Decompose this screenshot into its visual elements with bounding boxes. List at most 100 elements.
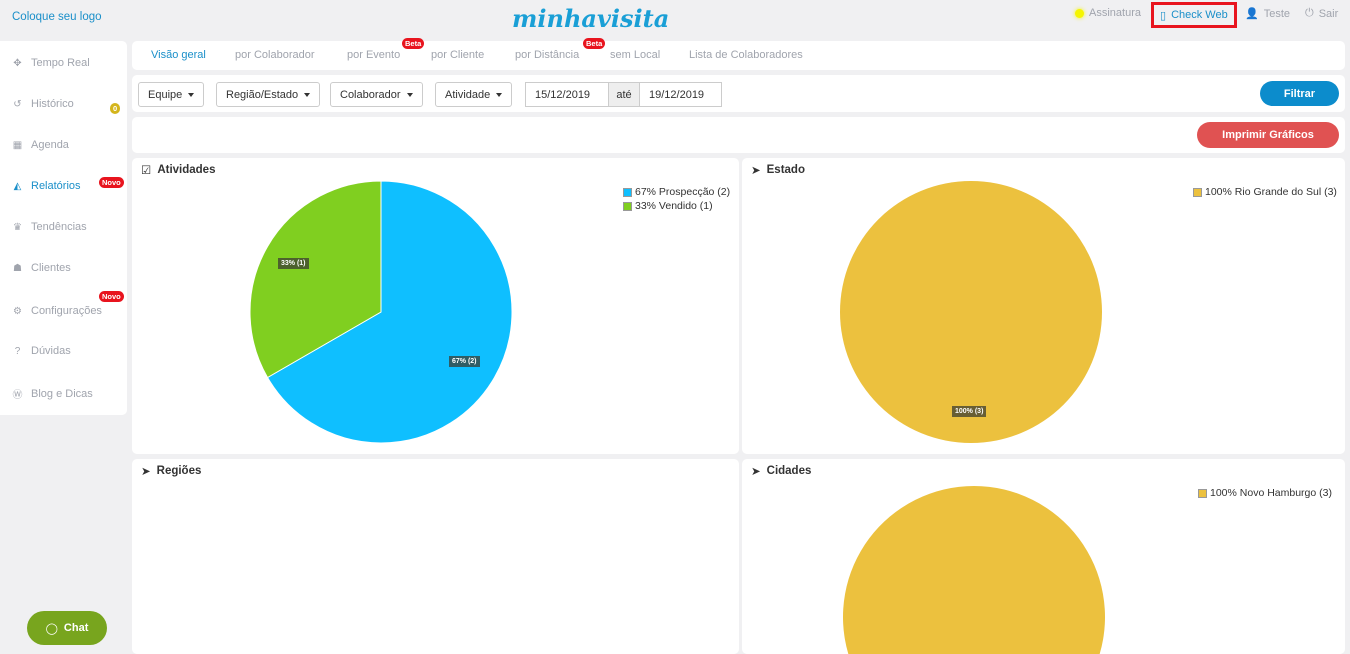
activity-dropdown[interactable]: Atividade xyxy=(435,82,513,107)
title-text: Estado xyxy=(766,164,805,176)
legend-label: 33% Vendido (1) xyxy=(635,200,713,212)
print-charts-button[interactable]: Imprimir Gráficos xyxy=(1197,122,1339,148)
sidebar-item-blog[interactable]: Ⓦ Blog e Dicas xyxy=(12,386,93,402)
beta-badge: Beta xyxy=(402,38,425,49)
checkbox-icon: ☑ xyxy=(141,165,152,177)
legend-item[interactable]: 100% Novo Hamburgo (3) xyxy=(1198,486,1332,500)
date-from-input[interactable]: 15/12/2019 xyxy=(535,88,591,101)
sidebar-item-duvidas[interactable]: ? Dúvidas xyxy=(12,345,71,357)
logout-link[interactable]: ⏻ Sair xyxy=(1305,7,1338,20)
caret-down-icon xyxy=(188,92,195,97)
state-pie xyxy=(840,181,1102,443)
check-web-link[interactable]: ▯ Check Web xyxy=(1151,2,1237,28)
title-text: Atividades xyxy=(157,164,216,176)
history-count-badge: 0 xyxy=(110,103,121,114)
date-separator: até xyxy=(608,83,640,106)
date-range: 15/12/2019 até 19/12/2019 xyxy=(525,82,722,107)
tab-por-colaborador[interactable]: por Colaborador xyxy=(235,49,315,61)
question-icon: ? xyxy=(14,345,21,357)
data-label: 100% (3) xyxy=(952,406,987,417)
regions-chart-panel: ➤ Regiões xyxy=(132,459,739,654)
sidebar-item-label: Clientes xyxy=(31,262,71,274)
legend-item[interactable]: 67% Prospecção (2) xyxy=(623,185,730,199)
team-label: Equipe xyxy=(148,88,183,101)
sidebar-item-label: Histórico xyxy=(31,98,74,110)
sidebar-item-label: Relatórios xyxy=(31,180,81,192)
tab-por-evento[interactable]: por Evento xyxy=(347,49,401,61)
mobile-icon: ▯ xyxy=(1160,9,1167,22)
activities-pie xyxy=(249,180,513,444)
filter-bar: Equipe Região/Estado Colaborador Ativida… xyxy=(132,75,1345,112)
region-dropdown[interactable]: Região/Estado xyxy=(216,82,321,107)
legend-item[interactable]: 100% Rio Grande do Sul (3) xyxy=(1193,185,1337,199)
report-tabs: Visão geral por Colaborador por Evento B… xyxy=(132,38,1345,70)
brand-logo: minhavisita xyxy=(512,4,670,33)
state-chart-panel: ➤ Estado 100% (3) 100% Rio Grande do Sul … xyxy=(742,158,1345,454)
title-text: Regiões xyxy=(156,465,202,477)
print-bar: Imprimir Gráficos xyxy=(132,117,1345,153)
user-link[interactable]: 👤 Teste xyxy=(1245,7,1290,21)
legend: 67% Prospecção (2) 33% Vendido (1) xyxy=(623,185,730,213)
pie-slice[interactable] xyxy=(266,180,513,444)
trophy-icon: ♛ xyxy=(13,221,22,233)
pie-slice[interactable] xyxy=(840,181,1102,443)
region-label: Região/Estado xyxy=(226,88,299,101)
pie-slice[interactable] xyxy=(249,180,382,379)
legend: 100% Novo Hamburgo (3) xyxy=(1198,486,1332,500)
location-arrow-icon: ➤ xyxy=(751,165,761,177)
tab-sem-local[interactable]: sem Local xyxy=(610,49,661,61)
sidebar-item-historico[interactable]: ↺ Histórico xyxy=(12,98,74,110)
sidebar-item-label: Tendências xyxy=(31,221,87,233)
new-badge: Novo xyxy=(99,291,124,302)
sidebar-item-agenda[interactable]: ▦ Agenda xyxy=(12,139,69,151)
legend-label: 100% Rio Grande do Sul (3) xyxy=(1205,186,1337,198)
caret-down-icon xyxy=(496,92,503,97)
data-label: 67% (2) xyxy=(449,356,480,367)
logo-placeholder[interactable]: Coloque seu logo xyxy=(12,11,102,23)
filter-button[interactable]: Filtrar xyxy=(1260,81,1339,106)
new-badge: Novo xyxy=(99,177,124,188)
panel-title: ☑ Atividades xyxy=(141,163,215,177)
sidebar-item-label: Dúvidas xyxy=(31,345,71,357)
collaborator-label: Colaborador xyxy=(340,88,401,101)
team-dropdown[interactable]: Equipe xyxy=(138,82,205,107)
cities-chart-panel: ➤ Cidades 100% Novo Hamburgo (3) xyxy=(742,459,1345,654)
legend-item[interactable]: 33% Vendido (1) xyxy=(623,199,730,213)
panel-title: ➤ Cidades xyxy=(751,464,811,478)
tab-visao-geral[interactable]: Visão geral xyxy=(151,49,206,61)
tab-por-distancia[interactable]: por Distância xyxy=(515,49,580,61)
calendar-icon: ▦ xyxy=(12,139,23,151)
collaborator-dropdown[interactable]: Colaborador xyxy=(330,82,423,107)
cogs-icon: ⚙ xyxy=(13,305,22,317)
sidebar-item-label: Blog e Dicas xyxy=(31,387,93,400)
user-label: Teste xyxy=(1263,7,1290,20)
sidebar-item-tempo-real[interactable]: ✥ Tempo Real xyxy=(12,57,89,69)
legend-label: 67% Prospecção (2) xyxy=(635,186,731,198)
chat-label: Chat xyxy=(63,622,89,634)
subscription-link[interactable]: Assinatura xyxy=(1075,7,1141,19)
tab-por-cliente[interactable]: por Cliente xyxy=(431,49,485,61)
area-chart-icon: ◭ xyxy=(13,180,22,192)
crosshair-icon: ✥ xyxy=(13,57,22,69)
check-web-label: Check Web xyxy=(1171,9,1228,21)
activities-chart-panel: ☑ Atividades 33% (1) 67% (2) 67% Prospecç… xyxy=(132,158,739,454)
legend-label: 100% Novo Hamburgo (3) xyxy=(1210,487,1332,499)
panel-title: ➤ Estado xyxy=(751,163,805,177)
cities-pie xyxy=(843,486,1105,654)
subscription-label: Assinatura xyxy=(1089,7,1141,19)
legend-swatch xyxy=(1198,488,1207,498)
sidebar-item-clientes[interactable]: ☗ Clientes xyxy=(12,262,71,274)
user-icon: 👤 xyxy=(1245,8,1259,20)
pie-slice[interactable] xyxy=(843,486,1105,654)
sidebar-item-tendencias[interactable]: ♛ Tendências xyxy=(12,221,87,233)
legend: 100% Rio Grande do Sul (3) xyxy=(1193,185,1337,199)
chat-button[interactable]: ◯ Chat xyxy=(27,611,107,645)
tab-lista-colaboradores[interactable]: Lista de Colaboradores xyxy=(689,49,803,61)
date-to-input[interactable]: 19/12/2019 xyxy=(649,88,705,101)
beta-badge: Beta xyxy=(583,38,606,49)
sidebar-item-label: Configurações xyxy=(31,305,102,317)
sidebar-item-configuracoes[interactable]: ⚙ Configurações xyxy=(12,305,102,317)
activity-label: Atividade xyxy=(445,88,491,101)
panel-title: ➤ Regiões xyxy=(141,464,201,478)
sidebar-item-relatorios[interactable]: ◭ Relatórios xyxy=(12,180,81,192)
